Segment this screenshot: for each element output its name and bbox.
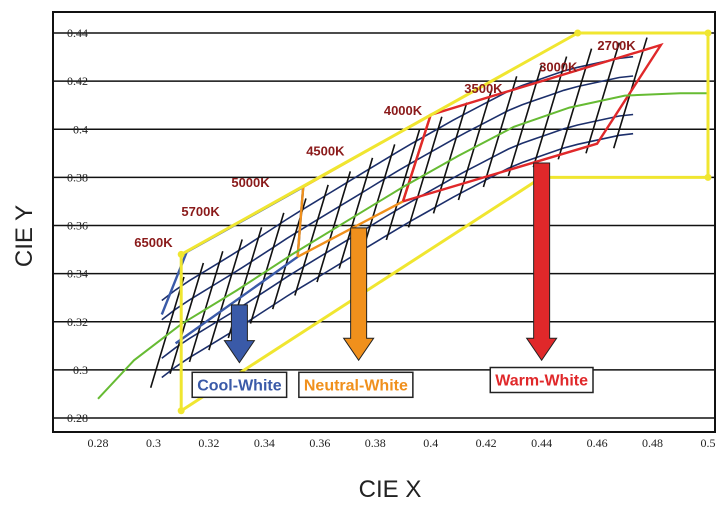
y-tick-label: 0.4 xyxy=(73,122,88,136)
envelope-vertex xyxy=(574,29,582,37)
bin-parallel-line xyxy=(161,75,634,321)
x-tick-label: 0.38 xyxy=(365,436,386,450)
isotherm-line xyxy=(385,129,421,241)
cct-label: 5700K xyxy=(181,204,220,219)
cct-label: 3500K xyxy=(464,81,503,96)
y-tick-label: 0.32 xyxy=(67,315,88,329)
plot-frame xyxy=(52,11,716,433)
y-tick-label: 0.34 xyxy=(67,267,88,281)
isotherm-line xyxy=(407,116,443,228)
cct-label: 6500K xyxy=(134,235,173,250)
zone-outline xyxy=(401,42,664,203)
cct-label: 5000K xyxy=(231,175,270,190)
envelope-vertex xyxy=(704,173,712,181)
cct-label: 4000K xyxy=(384,103,423,118)
x-axis-label: CIE X xyxy=(359,476,422,503)
zone-label-text: Warm-White xyxy=(495,373,588,390)
isotherm-line xyxy=(432,102,468,214)
isotherm-line xyxy=(294,184,329,296)
zone-label-box xyxy=(298,371,414,399)
x-tick-label: 0.5 xyxy=(701,436,716,450)
isotherm-line xyxy=(457,89,493,201)
envelope-vertex xyxy=(177,407,185,415)
y-axis-ticks: 0.28 0.3 0.32 0.34 0.36 0.38 0.4 0.42 0.44 xyxy=(67,26,88,425)
y-tick-label: 0.28 xyxy=(67,411,88,425)
y-tick-label: 0.38 xyxy=(67,170,88,184)
y-tick-label: 0.3 xyxy=(73,363,88,377)
zone-arrow xyxy=(223,304,256,364)
x-tick-label: 0.48 xyxy=(642,436,663,450)
x-tick-label: 0.46 xyxy=(587,436,608,450)
cct-label: 3000K xyxy=(539,60,578,75)
x-tick-label: 0.44 xyxy=(531,436,552,450)
y-tick-label: 0.36 xyxy=(67,219,88,233)
y-axis-label: CIE Y xyxy=(11,205,38,267)
envelope-vertex xyxy=(704,29,712,37)
x-tick-label: 0.28 xyxy=(88,436,109,450)
bin-parallel-line xyxy=(161,55,634,302)
zone-arrow xyxy=(342,227,375,362)
envelope-vertex xyxy=(177,250,185,258)
x-tick-label: 0.4 xyxy=(423,436,438,450)
x-tick-label: 0.32 xyxy=(198,436,219,450)
x-tick-label: 0.36 xyxy=(309,436,330,450)
x-axis-ticks: 0.28 0.3 0.32 0.34 0.36 0.38 0.4 0.42 0.44 0.46 0.… xyxy=(88,436,716,450)
cct-label: 4500K xyxy=(306,144,345,159)
zone-label-text: Neutral-White xyxy=(304,377,408,394)
isotherm-line xyxy=(585,42,621,154)
zone-label-box xyxy=(191,371,288,399)
isotherm-line xyxy=(149,276,185,388)
y-tick-label: 0.44 xyxy=(67,26,88,40)
x-tick-label: 0.34 xyxy=(254,436,275,450)
cct-labels: 6500K 5700K 5000K 4500K 4000K 3500K 3000K 2700K xyxy=(134,38,636,250)
isotherm-line xyxy=(169,262,205,374)
x-tick-label: 0.3 xyxy=(146,436,161,450)
isotherm-line xyxy=(188,251,224,363)
zone-label-text: Cool-White xyxy=(197,377,282,394)
isotherm-line xyxy=(338,157,374,269)
isotherm-line xyxy=(316,171,352,283)
isotherm-line xyxy=(249,212,285,324)
zone-label-box xyxy=(489,366,594,394)
y-tick-label: 0.42 xyxy=(67,74,88,88)
zone-arrow xyxy=(525,162,558,362)
x-tick-label: 0.42 xyxy=(476,436,497,450)
isotherm-line xyxy=(482,76,518,188)
zone-arrows xyxy=(223,162,558,364)
isotherm-line xyxy=(208,239,243,351)
cct-label: 2700K xyxy=(597,38,636,53)
zone-labels: Cool-White Neutral-White Warm-White xyxy=(191,366,594,399)
